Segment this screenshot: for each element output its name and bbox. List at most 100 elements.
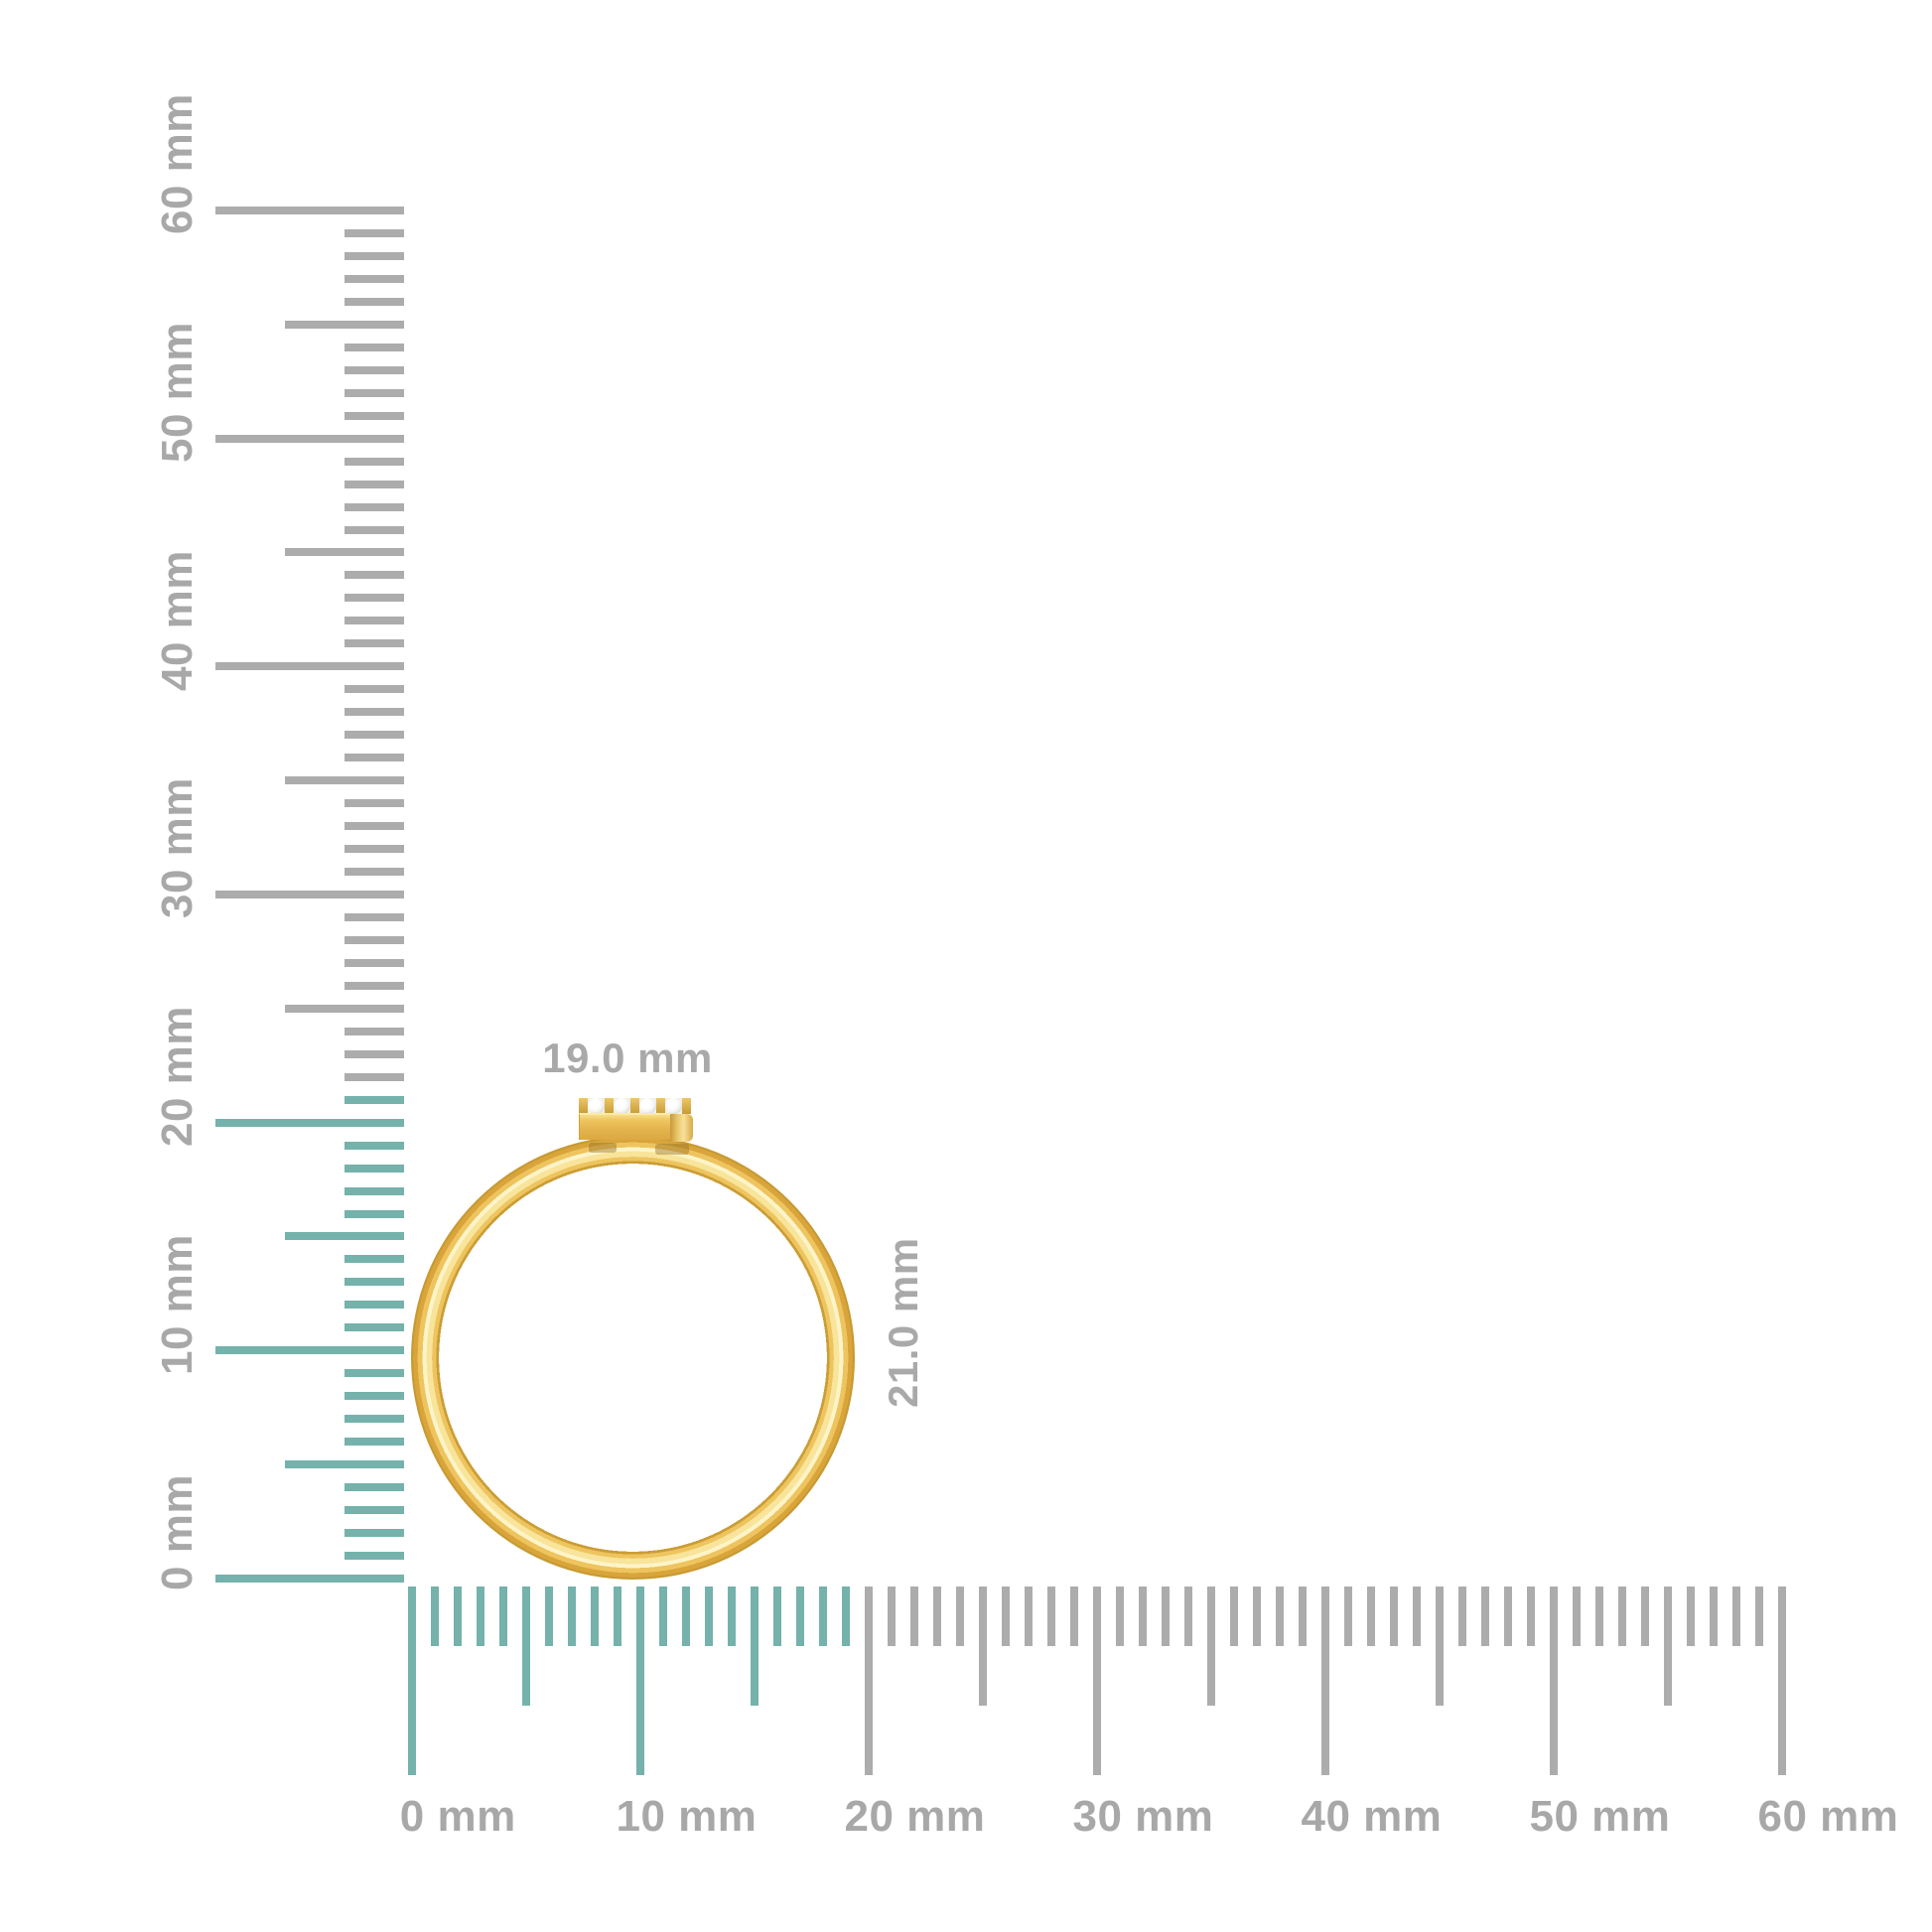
horizontal-ruler-tick	[1207, 1587, 1215, 1706]
horizontal-ruler-tick	[1595, 1587, 1603, 1646]
horizontal-ruler-tick	[1230, 1587, 1238, 1646]
vertical-ruler-tick	[285, 1460, 404, 1469]
horizontal-ruler-tick	[1710, 1587, 1718, 1646]
ring-head-plate-side	[670, 1114, 693, 1142]
horizontal-ruler-tick	[591, 1587, 599, 1646]
horizontal-ruler-tick	[865, 1587, 873, 1775]
vertical-ruler-tick	[345, 365, 404, 374]
vertical-ruler-tick	[345, 1369, 404, 1378]
vertical-ruler-tick	[215, 434, 404, 443]
vertical-ruler-tick	[345, 685, 404, 694]
horizontal-ruler-tick	[1184, 1587, 1192, 1646]
vertical-ruler-tick	[345, 708, 404, 717]
horizontal-ruler-tick	[1413, 1587, 1421, 1646]
width-dimension-label: 19.0 mm	[542, 1035, 713, 1081]
vertical-ruler-tick	[345, 1506, 404, 1515]
vertical-ruler-tick	[345, 1186, 404, 1195]
vertical-ruler-tick	[345, 457, 404, 466]
vertical-ruler-tick	[215, 1346, 404, 1355]
horizontal-ruler-tick	[1344, 1587, 1352, 1646]
vertical-ruler-tick	[215, 1118, 404, 1127]
vertical-ruler-label: 40 mm	[153, 549, 202, 691]
diamond	[614, 1098, 630, 1114]
horizontal-ruler-tick	[1276, 1587, 1284, 1646]
vertical-ruler-tick	[345, 799, 404, 808]
diamond	[665, 1098, 682, 1114]
vertical-ruler-tick	[345, 1323, 404, 1332]
horizontal-ruler-tick	[1755, 1587, 1763, 1646]
vertical-ruler-tick	[345, 1552, 404, 1561]
vertical-ruler-tick	[285, 548, 404, 557]
vertical-ruler-tick	[345, 1027, 404, 1035]
horizontal-ruler-tick	[477, 1587, 484, 1646]
horizontal-ruler-tick	[522, 1587, 530, 1706]
vertical-ruler-tick	[285, 1232, 404, 1241]
horizontal-ruler-tick	[545, 1587, 553, 1646]
horizontal-ruler-tick	[1047, 1587, 1055, 1646]
vertical-ruler-tick	[345, 274, 404, 283]
horizontal-ruler-tick	[751, 1587, 759, 1706]
vertical-ruler-tick	[345, 502, 404, 511]
horizontal-ruler-tick	[1527, 1587, 1535, 1646]
gold-prong	[682, 1098, 691, 1114]
horizontal-ruler-tick	[1778, 1587, 1786, 1775]
vertical-ruler-tick	[345, 411, 404, 420]
gold-prong	[579, 1098, 588, 1114]
vertical-ruler-tick	[345, 845, 404, 854]
horizontal-ruler-tick	[773, 1587, 781, 1646]
diamond	[588, 1098, 605, 1114]
vertical-ruler-tick	[345, 981, 404, 990]
vertical-ruler-tick	[345, 297, 404, 306]
vertical-ruler-tick	[345, 1529, 404, 1538]
diamond	[639, 1098, 656, 1114]
vertical-ruler-tick	[345, 1255, 404, 1264]
horizontal-ruler-tick	[614, 1587, 621, 1646]
vertical-ruler-label: 0 mm	[153, 1474, 202, 1591]
vertical-ruler-tick	[345, 731, 404, 740]
vertical-ruler-tick	[345, 1141, 404, 1150]
gold-prong	[605, 1098, 614, 1114]
horizontal-ruler-label: 10 mm	[616, 1792, 758, 1841]
vertical-ruler-tick	[345, 228, 404, 237]
vertical-ruler-tick	[345, 754, 404, 762]
horizontal-ruler-tick	[1025, 1587, 1033, 1646]
horizontal-ruler-tick	[1732, 1587, 1740, 1646]
ring-head-plate	[579, 1113, 670, 1140]
vertical-ruler-tick	[345, 388, 404, 397]
vertical-ruler-tick	[345, 617, 404, 625]
vertical-ruler-tick	[345, 1301, 404, 1310]
vertical-ruler-tick	[345, 251, 404, 260]
horizontal-ruler-tick	[1093, 1587, 1101, 1775]
horizontal-ruler-tick	[408, 1587, 416, 1775]
horizontal-ruler-tick	[1664, 1587, 1672, 1706]
horizontal-ruler-tick	[568, 1587, 576, 1646]
vertical-ruler-tick	[345, 935, 404, 944]
vertical-ruler-tick	[345, 594, 404, 603]
vertical-ruler-tick	[215, 662, 404, 671]
vertical-ruler-tick	[345, 912, 404, 921]
diamond-strip	[579, 1098, 691, 1114]
horizontal-ruler-tick	[1458, 1587, 1466, 1646]
horizontal-ruler-tick	[454, 1587, 462, 1646]
vertical-ruler-label: 10 mm	[153, 1233, 202, 1375]
vertical-ruler-tick	[345, 480, 404, 488]
gold-prong	[630, 1098, 639, 1114]
vertical-ruler-tick	[345, 1049, 404, 1058]
horizontal-ruler-tick	[1390, 1587, 1398, 1646]
horizontal-ruler-tick	[636, 1587, 644, 1775]
vertical-ruler-tick	[345, 571, 404, 580]
horizontal-ruler-tick	[1550, 1587, 1558, 1775]
horizontal-ruler-tick	[1299, 1587, 1307, 1646]
horizontal-ruler-tick	[956, 1587, 964, 1646]
horizontal-ruler-tick	[1641, 1587, 1649, 1646]
vertical-ruler-tick	[345, 1072, 404, 1081]
horizontal-ruler-tick	[1504, 1587, 1512, 1646]
horizontal-ruler-tick	[1070, 1587, 1078, 1646]
vertical-ruler-label: 50 mm	[153, 322, 202, 464]
horizontal-ruler-tick	[819, 1587, 827, 1646]
vertical-ruler-label: 20 mm	[153, 1006, 202, 1148]
horizontal-ruler-tick	[1436, 1587, 1444, 1706]
horizontal-ruler-label: 50 mm	[1529, 1792, 1671, 1841]
horizontal-ruler-label: 40 mm	[1301, 1792, 1443, 1841]
